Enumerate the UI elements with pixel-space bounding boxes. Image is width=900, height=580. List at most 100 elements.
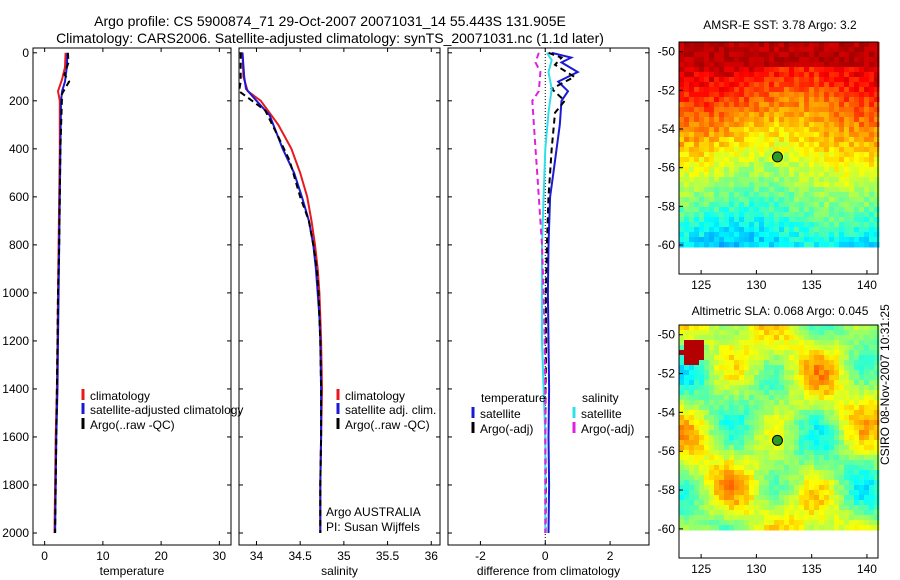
heat-cell bbox=[734, 425, 740, 431]
heat-cell bbox=[694, 420, 700, 426]
heat-cell bbox=[729, 52, 735, 58]
heat-cell bbox=[754, 52, 760, 58]
heat-cell bbox=[804, 192, 810, 198]
heat-cell bbox=[744, 142, 750, 148]
heat-cell bbox=[734, 62, 740, 68]
heat-cell bbox=[819, 490, 825, 496]
heat-cell bbox=[839, 202, 845, 208]
heat-cell bbox=[739, 157, 745, 163]
heat-cell bbox=[719, 510, 725, 516]
heat-cell bbox=[809, 490, 815, 496]
heat-cell bbox=[679, 455, 685, 461]
heat-cell bbox=[704, 475, 710, 481]
heat-cell bbox=[689, 152, 695, 158]
heat-cell bbox=[824, 222, 830, 228]
heat-cell bbox=[829, 470, 835, 476]
heat-cell bbox=[694, 127, 700, 133]
heat-cell bbox=[689, 335, 695, 341]
heat-cell bbox=[819, 525, 825, 531]
heat-cell bbox=[734, 510, 740, 516]
heat-cell bbox=[769, 72, 775, 78]
heat-cell bbox=[689, 500, 695, 506]
heat-cell bbox=[679, 72, 685, 78]
heat-cell bbox=[689, 222, 695, 228]
heat-cell bbox=[754, 102, 760, 108]
heat-cell bbox=[789, 520, 795, 526]
heat-cell bbox=[814, 62, 820, 68]
heat-cell bbox=[859, 525, 865, 531]
heat-cell bbox=[729, 157, 735, 163]
heat-cell bbox=[869, 460, 875, 466]
heat-cell bbox=[829, 212, 835, 218]
heat-cell bbox=[819, 430, 825, 436]
heat-cell bbox=[764, 450, 770, 456]
altimetric-sla-ytick-label: -60 bbox=[658, 522, 676, 536]
heat-cell bbox=[709, 495, 715, 501]
heat-cell bbox=[859, 400, 865, 406]
heat-cell bbox=[794, 365, 800, 371]
heat-cell bbox=[849, 340, 855, 346]
heat-cell bbox=[864, 237, 870, 243]
heat-cell bbox=[684, 440, 690, 446]
heat-cell bbox=[694, 425, 700, 431]
heat-cell bbox=[869, 162, 875, 168]
heat-cell bbox=[849, 172, 855, 178]
heat-cell bbox=[844, 475, 850, 481]
heat-cell bbox=[779, 380, 785, 386]
heat-cell bbox=[799, 157, 805, 163]
heat-cell bbox=[699, 465, 705, 471]
heat-cell bbox=[829, 197, 835, 203]
heat-cell bbox=[754, 212, 760, 218]
heat-cell bbox=[739, 350, 745, 356]
heat-cell bbox=[774, 217, 780, 223]
heat-cell bbox=[799, 222, 805, 228]
heat-cell bbox=[789, 335, 795, 341]
heat-cell bbox=[869, 117, 875, 123]
heat-cell bbox=[759, 485, 765, 491]
heat-cell bbox=[774, 107, 780, 113]
heat-cell bbox=[869, 207, 875, 213]
heat-cell bbox=[754, 355, 760, 361]
heat-cell bbox=[849, 505, 855, 511]
heat-cell bbox=[769, 167, 775, 173]
figure-title-line-2: Climatology: CARS2006. Satellite-adjuste… bbox=[56, 30, 604, 46]
heat-cell bbox=[784, 415, 790, 421]
heat-cell bbox=[719, 217, 725, 223]
heat-cell bbox=[824, 57, 830, 63]
heat-cell bbox=[874, 172, 880, 178]
heat-cell bbox=[779, 197, 785, 203]
heat-cell bbox=[869, 172, 875, 178]
heat-cell bbox=[859, 365, 865, 371]
heat-cell bbox=[699, 212, 705, 218]
heat-cell bbox=[819, 385, 825, 391]
heat-cell bbox=[739, 500, 745, 506]
heat-cell bbox=[709, 445, 715, 451]
heat-cell bbox=[854, 167, 860, 173]
heat-cell bbox=[729, 385, 735, 391]
heat-cell bbox=[699, 480, 705, 486]
heat-cell bbox=[744, 47, 750, 53]
heat-cell bbox=[769, 172, 775, 178]
heat-cell bbox=[694, 495, 700, 501]
heat-cell bbox=[724, 152, 730, 158]
heat-cell bbox=[784, 385, 790, 391]
heat-cell bbox=[869, 500, 875, 506]
heat-cell bbox=[829, 122, 835, 128]
heat-cell bbox=[709, 212, 715, 218]
heat-cell bbox=[794, 107, 800, 113]
heat-cell bbox=[839, 520, 845, 526]
heat-cell bbox=[814, 152, 820, 158]
heat-cell bbox=[739, 87, 745, 93]
heat-cell bbox=[749, 87, 755, 93]
heat-cell bbox=[819, 77, 825, 83]
heat-cell bbox=[824, 350, 830, 356]
heat-cell bbox=[794, 217, 800, 223]
heat-cell bbox=[819, 480, 825, 486]
heat-cell bbox=[719, 505, 725, 511]
heat-cell bbox=[779, 172, 785, 178]
heat-cell bbox=[719, 72, 725, 78]
heat-cell bbox=[764, 72, 770, 78]
heat-cell bbox=[769, 97, 775, 103]
heat-cell bbox=[754, 395, 760, 401]
heat-cell bbox=[729, 127, 735, 133]
